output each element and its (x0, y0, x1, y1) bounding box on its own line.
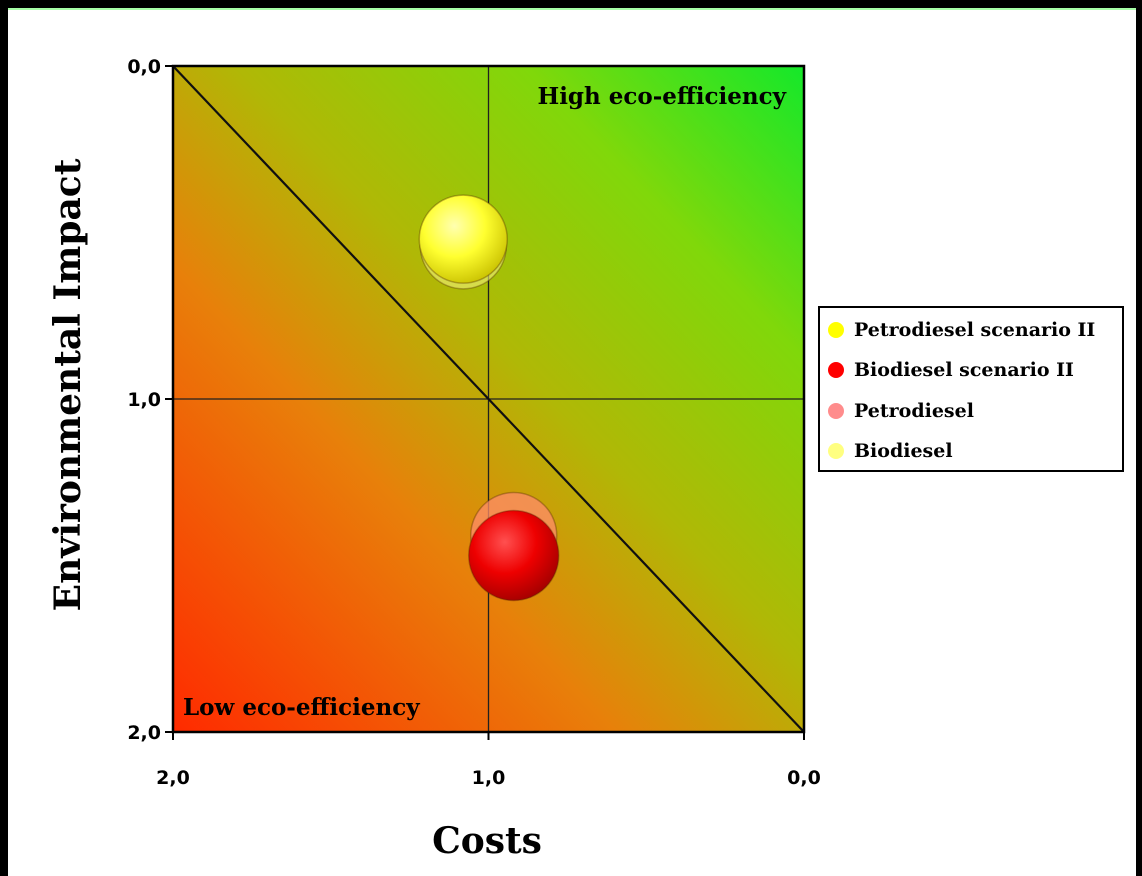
ticks-layer: 2,0 1,0 0,0 0,0 1,0 2,0 (127, 56, 821, 789)
y-tick-label: 0,0 (127, 56, 161, 78)
legend-item: Biodiesel (828, 434, 953, 468)
legend-marker (828, 403, 844, 419)
bubbles-layer (418, 194, 560, 602)
legend-label-suffix: scenario II (973, 319, 1096, 341)
legend-label-suffix: scenario II (952, 359, 1074, 381)
x-tick-label: 0,0 (787, 767, 821, 789)
x-axis-title: Costs (432, 820, 542, 862)
legend: Petrodiesel scenario II Biodiesel scenar… (818, 306, 1124, 472)
bubble-point (467, 509, 560, 602)
annotation-low: Low eco-efficiency (183, 694, 420, 721)
x-tick-label: 1,0 (472, 767, 506, 789)
legend-label: Biodiesel (854, 440, 953, 462)
legend-item: Petrodiesel scenario II (828, 313, 1095, 347)
legend-item: Petrodiesel (828, 394, 974, 428)
y-tick-label: 2,0 (127, 722, 161, 744)
legend-label: Petrodiesel (854, 319, 974, 341)
legend-item: Biodiesel scenario II (828, 353, 1074, 387)
legend-label: Petrodiesel (854, 400, 974, 422)
y-axis-title: Environmental Impact (47, 158, 89, 611)
x-tick-label: 2,0 (156, 767, 190, 789)
annotation-high: High eco-efficiency (537, 83, 786, 110)
legend-marker (828, 322, 844, 338)
y-tick-label: 1,0 (127, 389, 161, 411)
diagonal-reference-line (172, 65, 805, 733)
bubble-point (418, 194, 509, 284)
legend-marker (828, 362, 844, 378)
legend-marker (828, 443, 844, 459)
legend-label: Biodiesel (854, 359, 953, 381)
